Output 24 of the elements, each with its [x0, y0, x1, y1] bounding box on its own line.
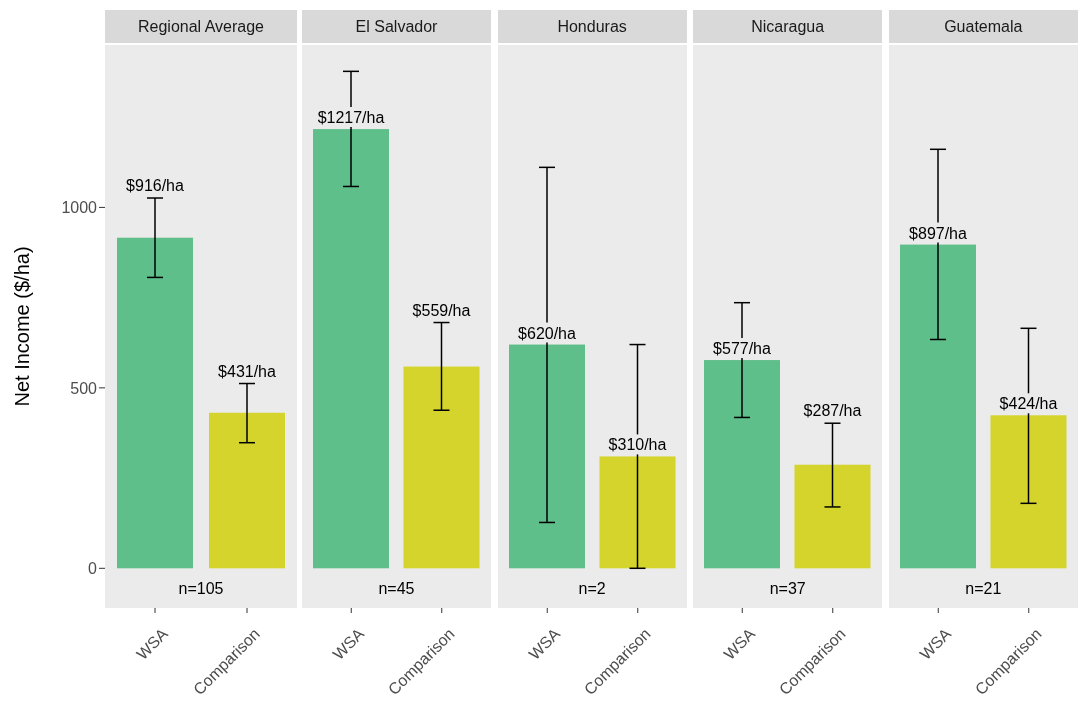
data-label: $431/ha	[218, 362, 277, 380]
y-tick-label: 0	[88, 559, 98, 577]
data-label: $620/ha	[517, 324, 576, 342]
chart-title: Guatemala	[888, 10, 1078, 43]
y-tick-label: 1000	[61, 199, 98, 217]
chart-title: El Salvador	[302, 10, 491, 43]
y-tick-label: 500	[70, 379, 98, 397]
y-axis-title: Net Income ($/ha)	[11, 246, 34, 407]
data-label: $310/ha	[608, 436, 667, 454]
chart-title: Regional Average	[105, 10, 297, 43]
data-label: $916/ha	[126, 177, 185, 195]
data-label: $1217/ha	[317, 109, 385, 127]
data-label: $559/ha	[412, 301, 471, 319]
data-label: $287/ha	[803, 402, 862, 420]
annotation: n=2	[577, 580, 607, 598]
data-label: $897/ha	[908, 224, 967, 242]
data-label: $577/ha	[713, 340, 772, 358]
annotation: n=37	[768, 580, 807, 598]
data-label: $424/ha	[999, 395, 1058, 413]
annotation: n=21	[964, 580, 1003, 598]
annotation: n=45	[377, 580, 416, 598]
chart-title: Honduras	[497, 10, 687, 43]
chart-title: Nicaragua	[693, 10, 883, 43]
annotation: n=105	[177, 580, 225, 598]
